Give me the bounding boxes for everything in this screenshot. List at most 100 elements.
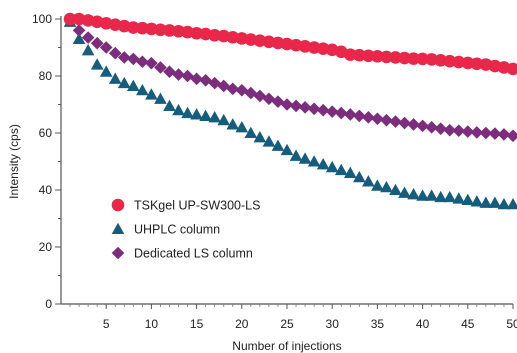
data-point xyxy=(271,95,285,108)
data-point xyxy=(506,197,517,210)
legend-marker xyxy=(111,198,125,212)
data-point xyxy=(190,72,203,86)
data-point xyxy=(289,99,303,113)
y-axis-label: Intensity (cps) xyxy=(7,124,21,199)
y-tick-label: 100 xyxy=(32,12,52,26)
x-tick-label: 25 xyxy=(280,317,294,331)
data-point xyxy=(506,62,517,76)
data-point xyxy=(208,111,221,123)
data-point xyxy=(416,119,429,133)
data-point xyxy=(145,22,158,36)
data-point xyxy=(217,113,231,126)
data-point xyxy=(434,54,447,67)
tick-group: 0 20 40 60 80 100 5 10 15 20 25 30 35 40 45 50 xyxy=(32,12,517,331)
x-tick-label: 35 xyxy=(371,317,385,331)
x-tick-label: 40 xyxy=(416,317,430,331)
data-point xyxy=(90,36,104,50)
data-point xyxy=(443,123,457,137)
data-point xyxy=(208,28,221,42)
legend-label: TSKgel UP-SW300-LS xyxy=(134,199,260,213)
data-point xyxy=(226,82,240,96)
data-point xyxy=(470,195,484,207)
data-point xyxy=(262,135,276,147)
data-point xyxy=(407,187,420,200)
data-point xyxy=(226,118,240,130)
data-point xyxy=(343,166,357,178)
data-point xyxy=(362,175,375,187)
data-point xyxy=(117,76,131,89)
data-point xyxy=(497,128,511,141)
y-tick-label: 60 xyxy=(39,126,53,140)
data-point xyxy=(353,170,366,183)
data-point xyxy=(90,58,104,70)
x-tick-label: 20 xyxy=(235,317,249,331)
data-point xyxy=(380,50,393,64)
data-point xyxy=(425,121,438,134)
data-point xyxy=(353,109,366,123)
data-point xyxy=(398,186,411,198)
data-point xyxy=(172,68,185,81)
data-point xyxy=(190,108,203,120)
data-point xyxy=(398,51,411,65)
data-point xyxy=(172,24,185,38)
data-point xyxy=(479,196,493,208)
data-point xyxy=(434,190,447,203)
data-point xyxy=(416,52,429,66)
data-point xyxy=(343,48,357,61)
data-point xyxy=(136,55,149,69)
data-point xyxy=(443,190,457,203)
data-point xyxy=(452,55,466,69)
data-point xyxy=(99,65,113,77)
data-point xyxy=(154,61,167,74)
x-axis-label: Number of injections xyxy=(232,339,341,353)
data-point xyxy=(199,73,212,87)
legend-label: UHPLC column xyxy=(134,223,220,237)
legend-label: Dedicated LS column xyxy=(134,247,253,261)
legend-marker xyxy=(111,222,125,235)
data-point xyxy=(307,155,321,167)
data-point xyxy=(479,126,493,140)
data-point xyxy=(298,152,312,164)
data-point xyxy=(235,121,249,133)
data-point xyxy=(154,92,167,104)
data-point xyxy=(271,139,285,151)
legend: TSKgel UP-SW300-LS UHPLC column Dedicated … xyxy=(111,198,260,261)
data-point xyxy=(190,26,203,40)
data-point xyxy=(353,48,366,62)
data-point xyxy=(389,115,402,128)
y-tick-label: 20 xyxy=(39,240,53,254)
x-tick-label: 5 xyxy=(103,317,110,331)
x-tick-label: 30 xyxy=(326,317,340,331)
x-tick-label: 45 xyxy=(461,317,475,331)
data-point xyxy=(371,50,384,63)
data-point xyxy=(371,179,384,191)
data-point xyxy=(416,189,429,201)
series-diamond xyxy=(63,12,517,143)
data-point xyxy=(362,111,375,124)
data-point xyxy=(163,24,176,37)
y-tick-label: 0 xyxy=(45,297,52,311)
data-point xyxy=(81,44,95,56)
data-point xyxy=(389,51,402,64)
data-point xyxy=(181,106,194,119)
x-tick-label: 15 xyxy=(190,317,204,331)
x-tick-label: 10 xyxy=(145,317,159,331)
legend-marker xyxy=(111,246,125,260)
data-point xyxy=(253,130,267,143)
data-point xyxy=(108,46,122,60)
data-point xyxy=(72,32,86,44)
data-point xyxy=(452,124,466,138)
data-point xyxy=(244,126,258,139)
data-point xyxy=(434,122,447,136)
data-point xyxy=(371,112,384,126)
data-point xyxy=(398,116,411,130)
data-point xyxy=(136,21,149,35)
data-point xyxy=(127,79,140,92)
data-point xyxy=(117,51,131,64)
data-point xyxy=(461,56,475,70)
x-tick-label: 50 xyxy=(506,317,517,331)
data-point xyxy=(72,24,86,37)
data-point xyxy=(108,72,122,84)
data-point xyxy=(380,180,393,193)
